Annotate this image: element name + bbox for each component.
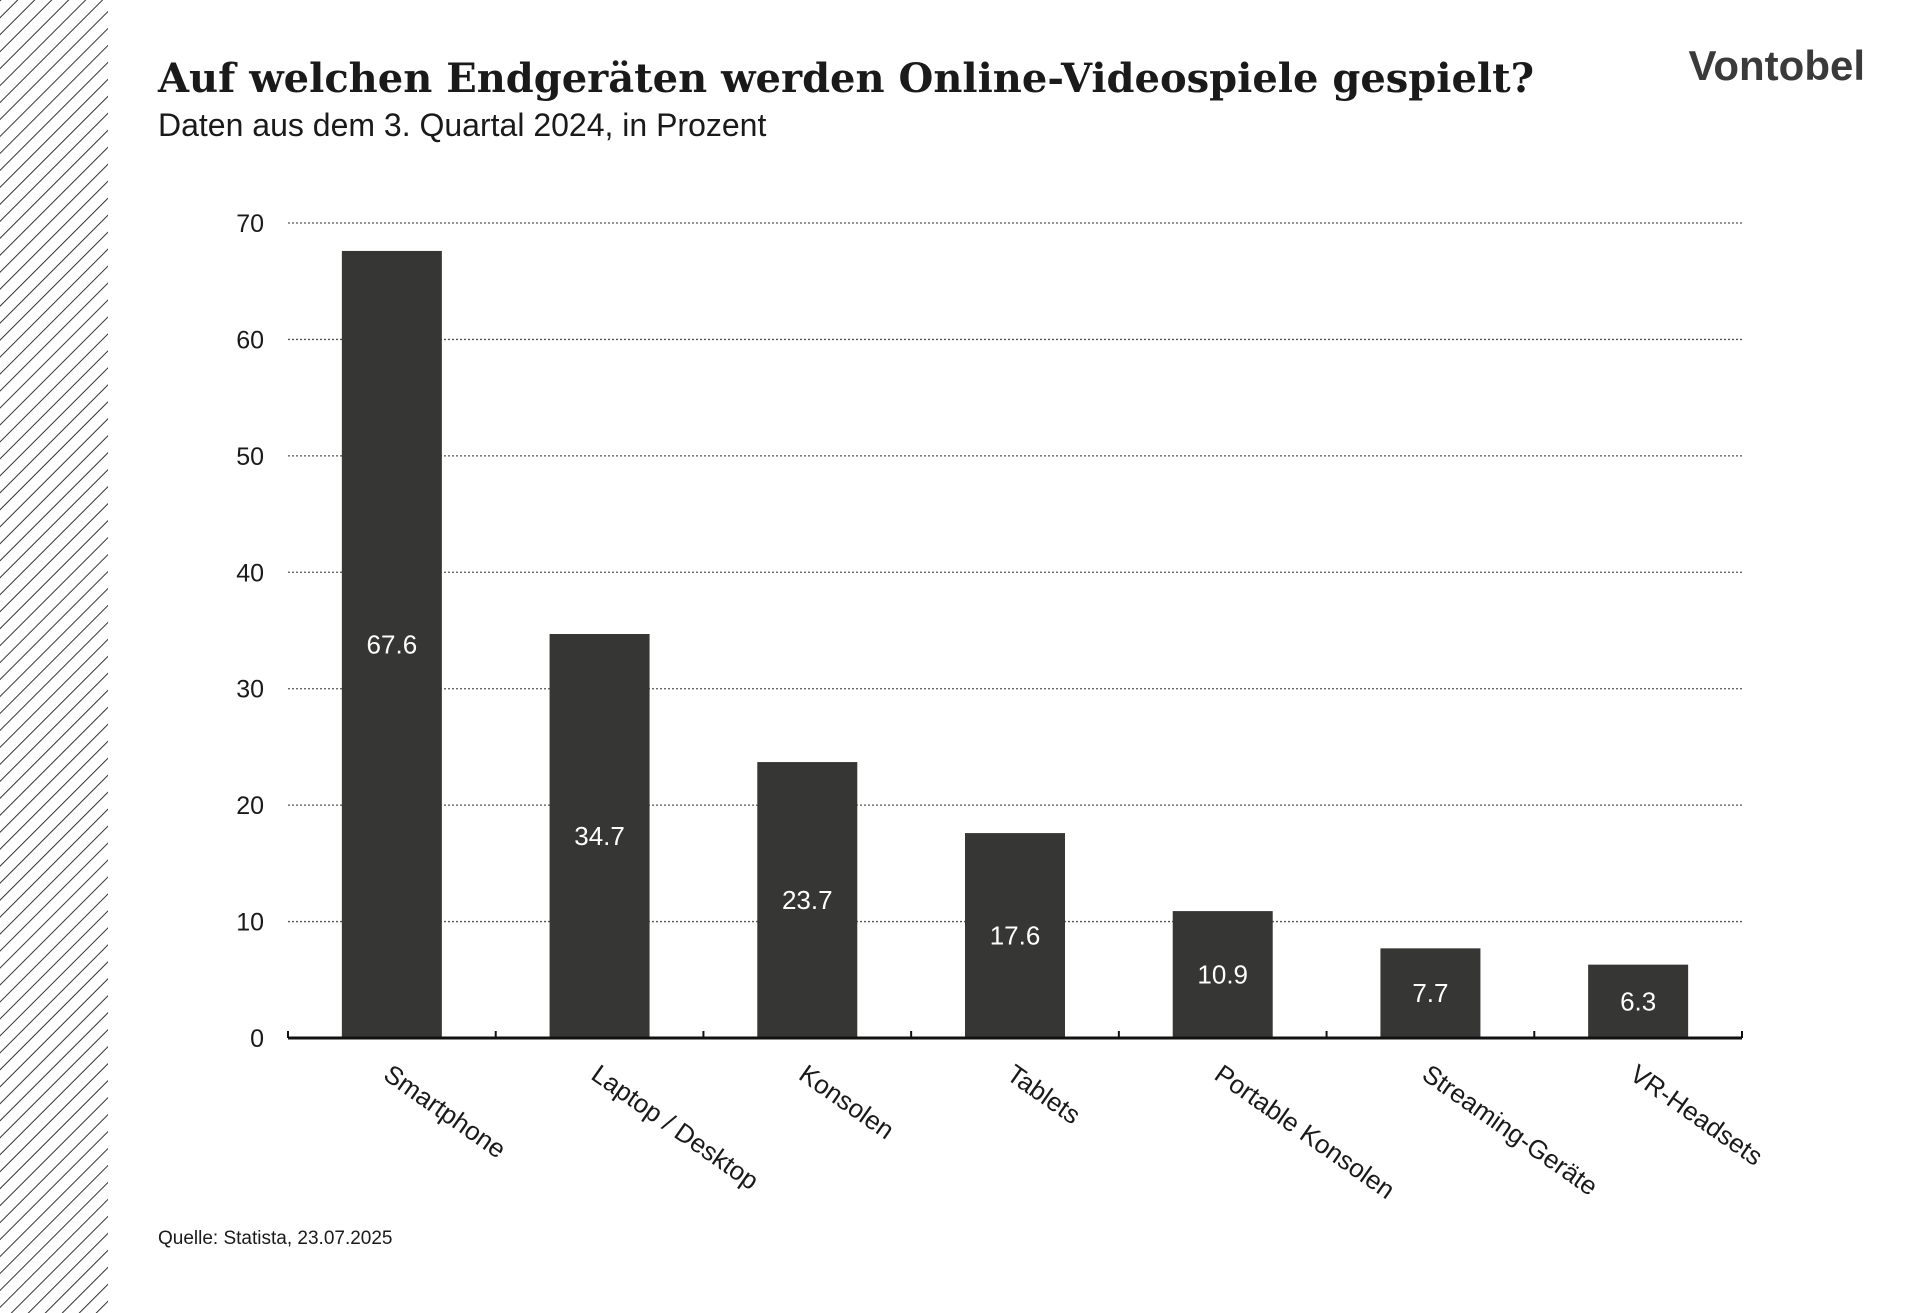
bar — [757, 762, 858, 1038]
y-tick-label: 0 — [250, 1025, 264, 1053]
chart-subtitle: Daten aus dem 3. Quartal 2024, in Prozen… — [158, 107, 766, 143]
bar — [341, 250, 442, 1038]
source-note: Quelle: Statista, 23.07.2025 — [158, 1228, 393, 1249]
y-tick-label: 30 — [236, 676, 264, 704]
bar — [1172, 911, 1273, 1038]
value-label: 17.6 — [990, 921, 1041, 951]
value-label: 6.3 — [1620, 986, 1656, 1016]
chart-title: Auf welchen Endgeräten werden Online-Vid… — [157, 55, 1534, 102]
bar — [1588, 964, 1689, 1038]
value-label: 34.7 — [574, 821, 625, 851]
value-label: 10.9 — [1197, 960, 1248, 990]
y-tick-label: 40 — [236, 559, 264, 587]
brand-logo: Vontobel — [1688, 42, 1865, 89]
y-tick-label: 70 — [236, 210, 264, 238]
y-tick-label: 10 — [236, 909, 264, 937]
bar — [965, 833, 1065, 1038]
y-tick-label: 60 — [236, 326, 264, 354]
value-label: 7.7 — [1412, 978, 1448, 1008]
hatch-strip — [0, 0, 108, 1313]
value-label: 23.7 — [782, 885, 833, 915]
bar — [1380, 948, 1481, 1038]
y-tick-label: 50 — [236, 443, 264, 471]
bar — [549, 633, 650, 1038]
value-label: 67.6 — [367, 629, 418, 659]
y-tick-label: 20 — [236, 792, 264, 820]
